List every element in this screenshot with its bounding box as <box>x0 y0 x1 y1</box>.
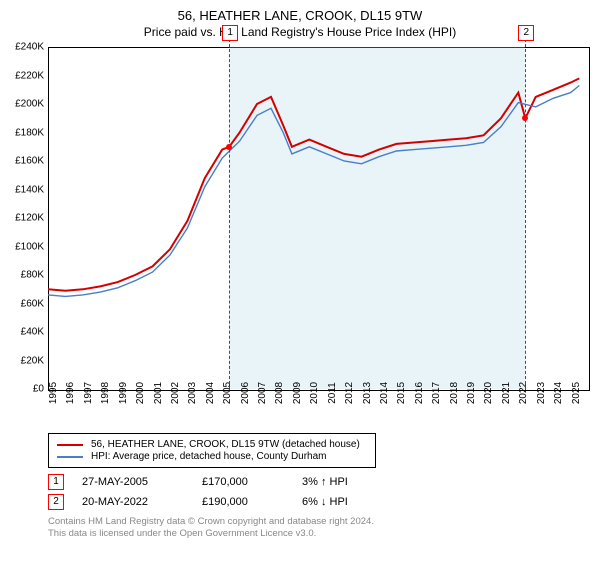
x-tick-label: 2014 <box>379 382 390 404</box>
sale-price: £190,000 <box>202 496 302 508</box>
legend-swatch <box>57 456 83 458</box>
x-tick-label: 2010 <box>309 382 320 404</box>
y-tick-label: £100K <box>15 241 44 252</box>
x-tick-label: 2008 <box>274 382 285 404</box>
sale-diff: 3% ↑ HPI <box>302 476 402 488</box>
chart-area: £0£20K£40K£60K£80K£100K£120K£140K£160K£1… <box>48 47 588 389</box>
x-tick-label: 1996 <box>65 382 76 404</box>
sale-marker-icon: 2 <box>48 494 64 510</box>
x-tick-label: 2003 <box>187 382 198 404</box>
x-tick-label: 2013 <box>362 382 373 404</box>
event-marker-box: 2 <box>518 25 534 41</box>
x-tick-label: 2012 <box>344 382 355 404</box>
sale-price: £170,000 <box>202 476 302 488</box>
chart-container: 56, HEATHER LANE, CROOK, DL15 9TW Price … <box>0 8 600 568</box>
legend: 56, HEATHER LANE, CROOK, DL15 9TW (detac… <box>48 433 376 468</box>
sale-marker-icon: 1 <box>48 474 64 490</box>
event-dot <box>522 115 528 121</box>
legend-item: 56, HEATHER LANE, CROOK, DL15 9TW (detac… <box>57 439 367 450</box>
y-tick-label: £20K <box>21 355 44 366</box>
sale-date: 20-MAY-2022 <box>82 496 202 508</box>
x-tick-label: 2022 <box>518 382 529 404</box>
x-tick-label: 2007 <box>257 382 268 404</box>
x-tick-label: 1995 <box>48 382 59 404</box>
x-tick-label: 2024 <box>553 382 564 404</box>
x-tick-label: 2016 <box>414 382 425 404</box>
x-tick-label: 2002 <box>170 382 181 404</box>
x-tick-label: 2015 <box>396 382 407 404</box>
y-tick-label: £180K <box>15 127 44 138</box>
legend-label: HPI: Average price, detached house, Coun… <box>91 451 327 462</box>
y-tick-label: £240K <box>15 42 44 53</box>
y-tick-label: £60K <box>21 298 44 309</box>
x-tick-label: 2025 <box>571 382 582 404</box>
y-tick-label: £0 <box>33 384 44 395</box>
series-line <box>48 86 579 297</box>
x-tick-label: 2018 <box>449 382 460 404</box>
x-tick-label: 2023 <box>536 382 547 404</box>
series-line <box>48 78 579 290</box>
y-tick-label: £220K <box>15 70 44 81</box>
x-tick-label: 2021 <box>501 382 512 404</box>
x-tick-label: 2000 <box>135 382 146 404</box>
x-tick-label: 2004 <box>205 382 216 404</box>
x-tick-label: 2019 <box>466 382 477 404</box>
attribution: Contains HM Land Registry data © Crown c… <box>48 516 600 541</box>
y-tick-label: £80K <box>21 270 44 281</box>
y-tick-label: £200K <box>15 99 44 110</box>
x-tick-label: 2017 <box>431 382 442 404</box>
sale-row: 2 20-MAY-2022 £190,000 6% ↓ HPI <box>48 494 600 510</box>
y-tick-label: £140K <box>15 184 44 195</box>
legend-swatch <box>57 444 83 446</box>
x-tick-label: 2009 <box>292 382 303 404</box>
x-tick-label: 1998 <box>100 382 111 404</box>
x-tick-label: 2011 <box>327 382 338 404</box>
sale-date: 27-MAY-2005 <box>82 476 202 488</box>
legend-label: 56, HEATHER LANE, CROOK, DL15 9TW (detac… <box>91 439 360 450</box>
y-tick-label: £160K <box>15 156 44 167</box>
legend-item: HPI: Average price, detached house, Coun… <box>57 451 367 462</box>
x-tick-label: 1999 <box>118 382 129 404</box>
chart-subtitle: Price paid vs. HM Land Registry's House … <box>0 25 600 39</box>
event-vline <box>525 39 526 389</box>
event-vline <box>229 39 230 389</box>
line-series-svg <box>48 47 588 389</box>
x-tick-label: 2005 <box>222 382 233 404</box>
sale-diff: 6% ↓ HPI <box>302 496 402 508</box>
y-tick-label: £120K <box>15 213 44 224</box>
x-tick-label: 2001 <box>153 382 164 404</box>
event-marker-box: 1 <box>222 25 238 41</box>
chart-title: 56, HEATHER LANE, CROOK, DL15 9TW <box>0 8 600 23</box>
attribution-line: This data is licensed under the Open Gov… <box>48 528 600 540</box>
y-tick-label: £40K <box>21 327 44 338</box>
event-dot <box>226 144 232 150</box>
sale-row: 1 27-MAY-2005 £170,000 3% ↑ HPI <box>48 474 600 490</box>
attribution-line: Contains HM Land Registry data © Crown c… <box>48 516 600 528</box>
x-tick-label: 1997 <box>83 382 94 404</box>
x-tick-label: 2006 <box>240 382 251 404</box>
x-tick-label: 2020 <box>483 382 494 404</box>
